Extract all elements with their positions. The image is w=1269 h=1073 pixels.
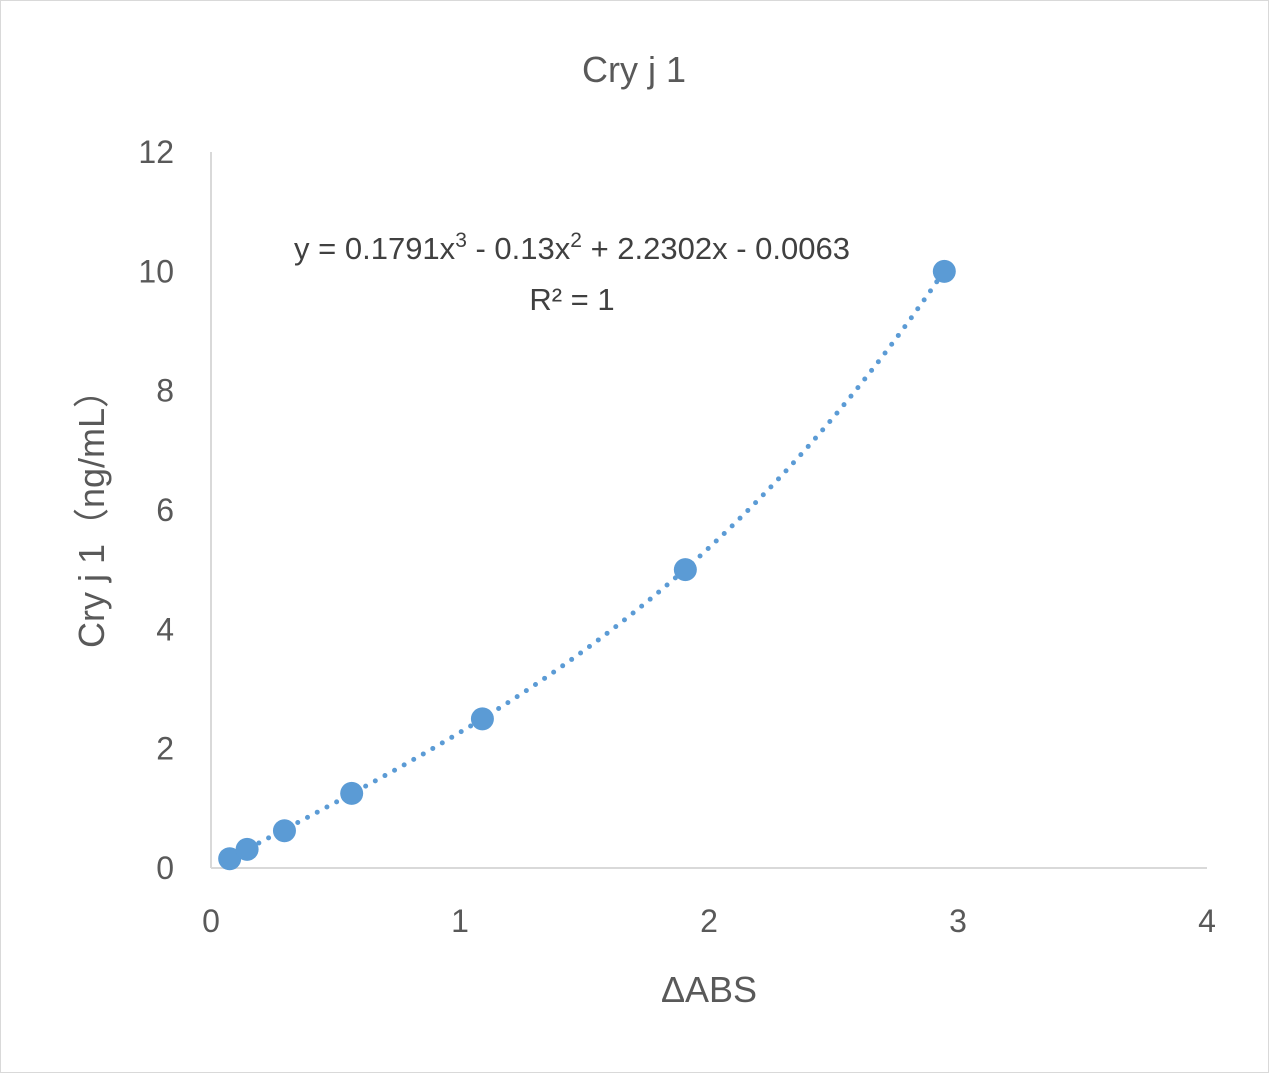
y-tick-label: 0 bbox=[156, 850, 174, 886]
x-tick-label: 2 bbox=[700, 903, 718, 939]
data-point bbox=[218, 847, 242, 871]
r-squared-label: R² = 1 bbox=[529, 282, 614, 317]
x-tick-label: 4 bbox=[1198, 903, 1216, 939]
x-tick-label: 1 bbox=[451, 903, 469, 939]
data-point bbox=[673, 558, 697, 582]
y-tick-label: 4 bbox=[156, 611, 174, 647]
y-tick-labels: 0 2 4 6 8 10 12 bbox=[138, 134, 174, 886]
data-point bbox=[470, 707, 494, 731]
chart-title: Cry j 1 bbox=[582, 49, 686, 90]
x-tick-label: 0 bbox=[202, 903, 220, 939]
x-tick-label: 3 bbox=[949, 903, 967, 939]
axes bbox=[210, 152, 1207, 869]
trendline-equation: y = 0.1791x3 - 0.13x2 + 2.2302x - 0.0063 bbox=[294, 229, 850, 266]
data-point bbox=[340, 781, 364, 805]
trendline bbox=[227, 268, 947, 861]
data-point bbox=[235, 837, 259, 861]
x-tick-labels: 0 1 2 3 4 bbox=[202, 903, 1216, 939]
x-axis-label: ΔABS bbox=[661, 969, 757, 1010]
y-tick-label: 6 bbox=[156, 492, 174, 528]
data-points bbox=[218, 259, 956, 871]
y-tick-label: 2 bbox=[156, 731, 174, 767]
trendline-path bbox=[227, 268, 947, 861]
y-tick-label: 8 bbox=[156, 373, 174, 409]
y-axis-label: Cry j 1（ng/mL） bbox=[71, 372, 112, 648]
data-point bbox=[272, 819, 296, 843]
y-tick-label: 12 bbox=[138, 134, 174, 170]
y-tick-label: 10 bbox=[138, 253, 174, 289]
data-point bbox=[932, 259, 956, 283]
